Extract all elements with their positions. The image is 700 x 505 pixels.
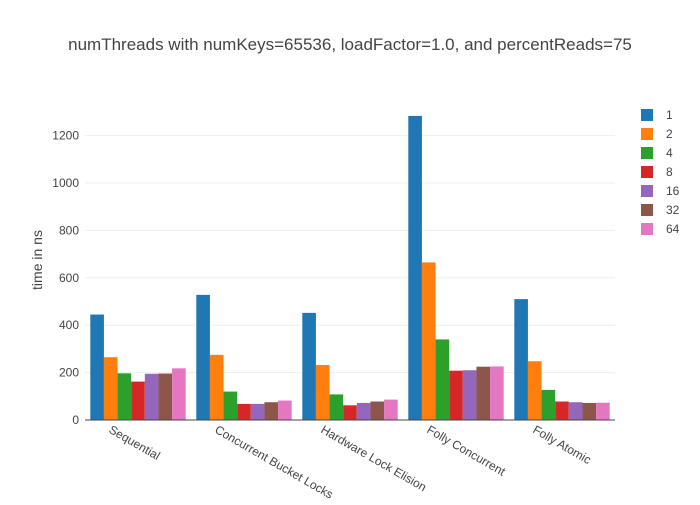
legend-label: 4 <box>666 146 673 160</box>
bar[interactable] <box>158 373 173 420</box>
bar[interactable] <box>476 366 491 420</box>
bar[interactable] <box>209 354 224 420</box>
bar[interactable] <box>541 389 556 420</box>
bar[interactable] <box>329 394 344 420</box>
legend-item[interactable]: 1 <box>641 108 673 122</box>
legend-label: 1 <box>666 108 673 122</box>
bar[interactable] <box>250 403 265 420</box>
bar[interactable] <box>278 400 292 420</box>
bar[interactable] <box>356 402 371 420</box>
bar[interactable] <box>237 403 251 420</box>
legend-swatch <box>641 166 653 178</box>
legend: 1 2 4 8 16 32 64 <box>641 108 680 236</box>
bar[interactable] <box>131 381 145 420</box>
bar[interactable] <box>514 299 528 420</box>
legend-item[interactable]: 2 <box>641 127 673 141</box>
legend-item[interactable]: 4 <box>641 146 673 160</box>
y-tick-label: 0 <box>72 413 79 427</box>
y-tick-label: 1200 <box>52 129 79 143</box>
bar[interactable] <box>596 402 610 420</box>
bar[interactable] <box>144 373 159 420</box>
bar[interactable] <box>172 368 186 420</box>
bar[interactable] <box>462 370 477 420</box>
bar[interactable] <box>421 262 436 420</box>
legend-swatch <box>641 204 653 216</box>
bar[interactable] <box>435 339 450 420</box>
legend-swatch <box>641 147 653 159</box>
bar[interactable] <box>527 361 542 420</box>
legend-label: 64 <box>666 222 680 236</box>
chart-title: numThreads with numKeys=65536, loadFacto… <box>68 35 632 54</box>
bar[interactable] <box>90 314 104 420</box>
bar[interactable] <box>384 399 398 420</box>
legend-item[interactable]: 32 <box>641 203 680 217</box>
y-axis-label: time in ns <box>29 230 45 290</box>
bar[interactable] <box>568 402 583 420</box>
y-tick-label: 800 <box>59 223 79 237</box>
legend-swatch <box>641 128 653 140</box>
bar[interactable] <box>103 357 118 420</box>
bar[interactable] <box>223 391 238 420</box>
bar[interactable] <box>582 402 597 420</box>
bar[interactable] <box>196 294 210 420</box>
bar[interactable] <box>343 405 357 420</box>
bar[interactable] <box>408 115 422 420</box>
legend-swatch <box>641 185 653 197</box>
legend-label: 32 <box>666 203 680 217</box>
bar[interactable] <box>264 402 279 420</box>
legend-label: 2 <box>666 127 673 141</box>
legend-label: 16 <box>666 184 680 198</box>
bar[interactable] <box>315 365 330 420</box>
bar[interactable] <box>302 312 316 420</box>
y-tick-label: 1000 <box>52 176 79 190</box>
bar[interactable] <box>490 366 504 420</box>
legend-item[interactable]: 64 <box>641 222 680 236</box>
bar[interactable] <box>117 373 132 420</box>
legend-swatch <box>641 109 653 121</box>
bar[interactable] <box>449 370 463 420</box>
y-tick-label: 400 <box>59 318 79 332</box>
y-tick-label: 200 <box>59 366 79 380</box>
legend-swatch <box>641 223 653 235</box>
legend-label: 8 <box>666 165 673 179</box>
y-tick-label: 600 <box>59 271 79 285</box>
bar[interactable] <box>370 401 385 420</box>
legend-item[interactable]: 8 <box>641 165 673 179</box>
legend-item[interactable]: 16 <box>641 184 680 198</box>
bars <box>90 115 610 420</box>
bar[interactable] <box>555 401 569 420</box>
